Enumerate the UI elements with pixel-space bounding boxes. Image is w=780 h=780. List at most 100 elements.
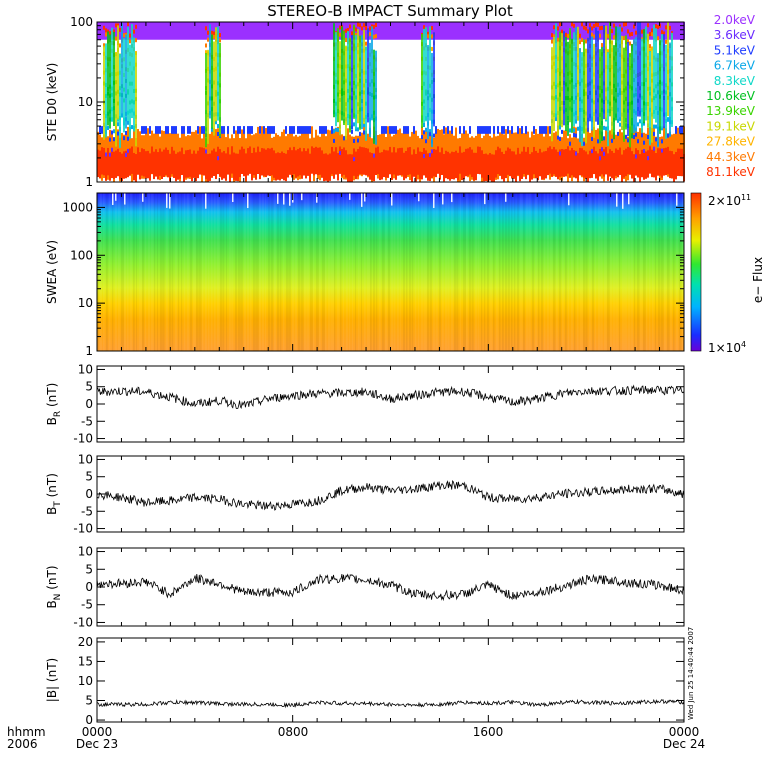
ste-band [347,31,349,126]
ste-band [283,152,285,181]
ste-band [611,150,613,179]
ste-band [509,148,511,177]
mag-ylabel: BT (nT) [45,473,63,515]
ste-band [321,150,323,178]
ste-cap [397,22,399,40]
swea-streak [127,193,129,351]
ste-band [469,126,471,134]
ste-cap [269,22,271,40]
ste-band [561,129,563,134]
swea-streak [382,193,385,351]
swea-streak [244,193,246,351]
ste-band [325,126,327,134]
y-tick-label: 10 [78,362,93,376]
ste-band [623,22,625,27]
swea-streak [502,193,504,351]
ste-cap [601,22,603,40]
ste-band [257,146,259,174]
ste-band [351,31,353,36]
ste-cap [393,22,395,40]
swea-streak [445,193,448,351]
ste-band [463,151,465,180]
ste-band [389,126,391,134]
ste-band [321,128,323,172]
ste-band [205,43,207,48]
ste-cap [511,22,513,40]
ste-band [603,151,605,156]
ste-band [381,152,383,180]
ste-cap [469,22,471,40]
ste-band [327,154,329,182]
ste-band [569,141,571,146]
swea-streak [208,193,210,351]
ste-band [203,148,205,176]
legend-entry: 8.3keV [714,74,756,88]
ste-cap [535,22,537,40]
ste-band [369,127,371,172]
legend-entry: 27.8keV [706,135,756,149]
y-tick-label: 0 [85,713,93,727]
ste-band [559,149,561,177]
ste-band [403,126,405,134]
ste-band [559,136,561,141]
ste-band [607,49,609,54]
ste-band [575,133,577,138]
ste-band [335,147,337,175]
ste-cap [301,22,303,40]
ste-band [525,126,527,134]
ste-cap [231,22,233,40]
ste-band [429,152,431,157]
y-tick-label: -10 [73,615,93,629]
ste-cap [245,22,247,40]
ste-band [553,36,555,132]
ste-band [633,134,635,139]
ste-band [457,152,459,181]
ste-band [321,126,323,134]
ste-cap [543,22,545,40]
ste-band [627,39,629,44]
ste-band [331,126,333,134]
ste-cap [213,22,215,40]
ste-cap [565,22,567,40]
ste-band [221,126,223,134]
ste-cap [399,22,401,40]
swea-streak [133,193,135,351]
ste-band [551,149,553,177]
ste-band [115,52,117,147]
ste-band [119,53,121,148]
ste-band [339,146,341,174]
ste-cap [375,22,377,40]
ste-band [431,149,433,154]
ste-cap [243,22,245,40]
ste-band [105,126,107,170]
ste-band [549,146,551,174]
swea-streak [607,193,610,351]
ste-cap [395,22,397,40]
ste-band [591,150,593,178]
ste-band [129,39,131,44]
ste-band [127,26,129,121]
swea-streak [301,193,304,351]
swea-streak [532,193,535,351]
ste-band [675,151,677,180]
ste-band [559,31,561,126]
ste-band [171,126,173,134]
ste-band [307,148,309,176]
ste-band [121,153,123,181]
swea-streak [178,193,180,351]
magnetic-field-panels: -10 -5 0 5 10 BR (nT) -10 -5 0 5 10 BT (nT) -10 -5 0 5 1… [45,362,685,727]
ste-band [373,153,375,182]
ste-band [583,39,585,134]
ste-band [573,23,575,28]
ste-band [655,24,657,29]
swea-gap [442,193,444,205]
ste-band [155,126,157,134]
end-time: 0000 [669,725,700,739]
ste-band [633,127,635,172]
ste-band [215,27,217,122]
ste-band [125,150,127,179]
ste-band [473,152,475,181]
ste-band [415,130,417,175]
